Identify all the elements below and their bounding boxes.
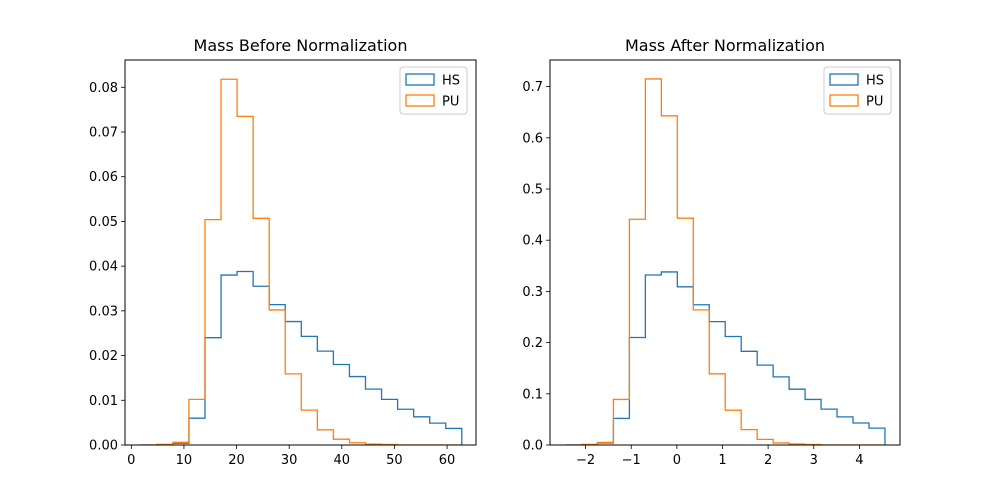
x-tick-label: 10 xyxy=(176,453,193,468)
series-line-pu xyxy=(565,78,885,445)
x-tick-label: 50 xyxy=(386,453,403,468)
chart-panel-2: −2 −1 0 1 2 3 4 0.0 0.1 0.2 0.3 0.4 0.5 0.6 0.7 Mass Af… xyxy=(522,36,901,468)
y-tick-label: 0.2 xyxy=(522,336,543,351)
legend-label-pu: PU xyxy=(442,95,459,110)
y-tick-label: 0.00 xyxy=(89,439,118,454)
legend-box xyxy=(399,66,468,115)
y-tick-label: 0.4 xyxy=(522,234,543,249)
x-tick-label: 1 xyxy=(718,453,726,468)
y-tick-label: 0.02 xyxy=(89,349,118,364)
y-tick-label: 0.5 xyxy=(522,183,543,198)
legend-swatch-hs xyxy=(405,73,435,86)
x-tick-label: 20 xyxy=(228,453,245,468)
y-tick-label: 0.01 xyxy=(89,394,118,409)
chart-title: Mass Before Normalization xyxy=(194,36,408,55)
series-line-hs xyxy=(565,271,886,445)
y-tick-label: 0.07 xyxy=(89,125,118,140)
x-tick-label: 60 xyxy=(439,453,456,468)
x-tick-label: 0 xyxy=(673,453,681,468)
y-tick-label: 0.7 xyxy=(522,80,543,95)
x-tick-label: 40 xyxy=(334,453,351,468)
y-tick-label: 0.1 xyxy=(522,387,543,402)
x-tick-label: −2 xyxy=(576,453,595,468)
axes-frame xyxy=(549,59,901,446)
legend-swatch-hs xyxy=(829,73,859,86)
legend-label-pu: PU xyxy=(866,95,883,110)
x-tick-label: −1 xyxy=(622,453,641,468)
x-tick-label: 30 xyxy=(281,453,298,468)
x-tick-label: 4 xyxy=(855,453,863,468)
y-tick-label: 0.05 xyxy=(89,215,118,230)
y-tick-label: 0.08 xyxy=(89,81,118,96)
series-line-hs xyxy=(140,270,463,445)
y-tick-label: 0.03 xyxy=(89,304,118,319)
axes-frame xyxy=(124,59,477,446)
y-tick-label: 0.3 xyxy=(522,285,543,300)
x-tick-label: 3 xyxy=(810,453,818,468)
legend-swatch-pu xyxy=(405,94,435,107)
legend-label-hs: HS xyxy=(866,74,884,89)
legend-box xyxy=(823,66,892,115)
x-tick-label: 0 xyxy=(127,453,135,468)
y-tick-label: 0.0 xyxy=(522,439,543,454)
series-line-pu xyxy=(140,78,462,445)
chart-title: Mass After Normalization xyxy=(625,36,825,55)
y-tick-label: 0.6 xyxy=(522,131,543,146)
chart-panel-1: 0 10 20 30 40 50 60 0.00 0.01 0.02 0.03 0.04 0.05 0.0… xyxy=(89,36,477,468)
legend: HS PU xyxy=(399,66,468,115)
legend: HS PU xyxy=(823,66,892,115)
x-tick-label: 2 xyxy=(764,453,772,468)
legend-label-hs: HS xyxy=(442,74,460,89)
legend-swatch-pu xyxy=(829,94,859,107)
y-tick-label: 0.06 xyxy=(89,170,118,185)
y-tick-label: 0.04 xyxy=(89,260,118,275)
